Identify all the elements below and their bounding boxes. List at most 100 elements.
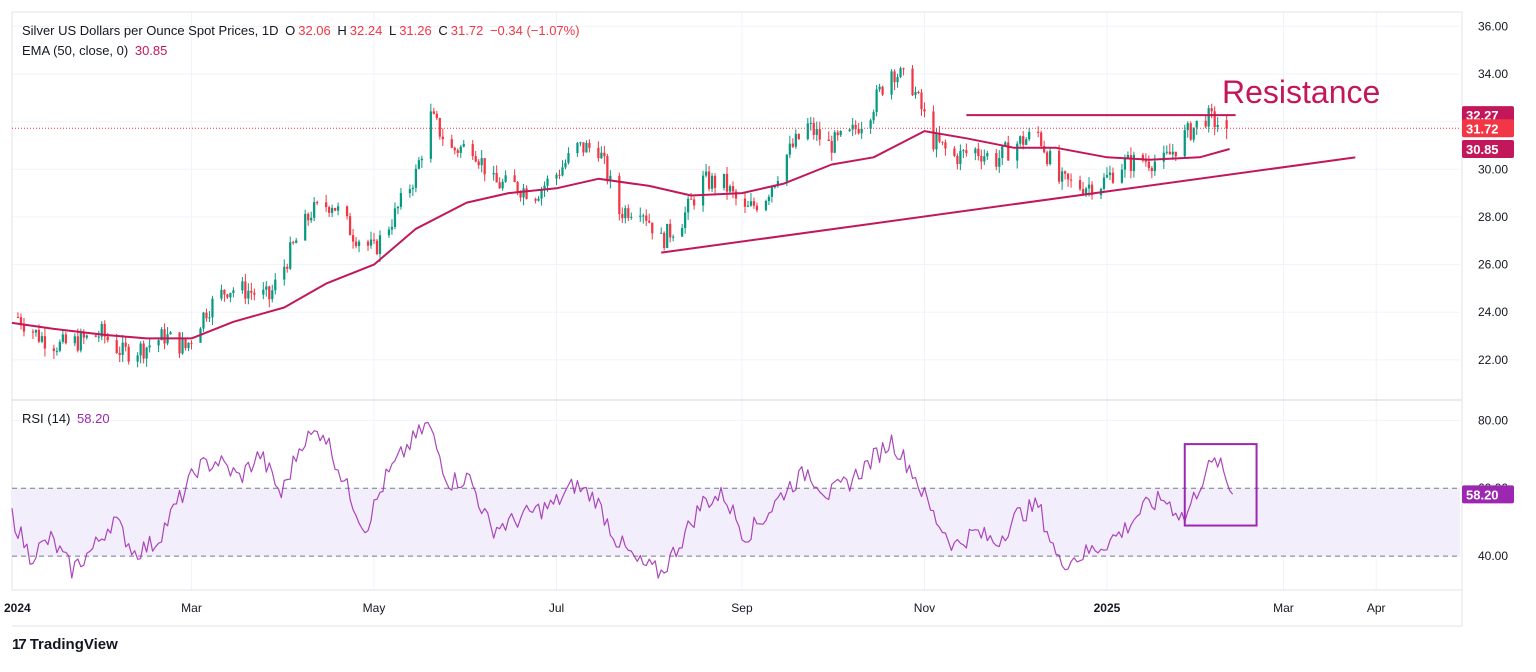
candle bbox=[304, 209, 307, 241]
candle bbox=[208, 311, 211, 322]
candle-body bbox=[307, 213, 310, 221]
candle-body bbox=[1060, 171, 1064, 182]
candle-body bbox=[1078, 180, 1082, 190]
candle bbox=[917, 90, 920, 95]
candle bbox=[806, 117, 809, 141]
candle-body bbox=[603, 152, 606, 157]
candle bbox=[567, 147, 570, 165]
candle-body bbox=[1120, 169, 1124, 183]
candle bbox=[232, 287, 235, 298]
candle-body bbox=[914, 91, 917, 96]
candle-body bbox=[537, 198, 540, 201]
candle bbox=[1022, 131, 1025, 150]
candle bbox=[19, 313, 23, 330]
candle bbox=[211, 295, 214, 326]
candle-body bbox=[1147, 161, 1150, 169]
price-tick-label-4: 30.00 bbox=[1478, 162, 1508, 176]
rsi-tick-label-0: 40.00 bbox=[1478, 549, 1508, 563]
candle-body bbox=[764, 200, 768, 211]
candle-body bbox=[576, 142, 579, 154]
tradingview-logo-icon: 17 bbox=[12, 636, 27, 653]
candle bbox=[351, 229, 355, 249]
candle bbox=[875, 84, 878, 117]
candle-body bbox=[169, 332, 172, 335]
candle-body bbox=[1087, 184, 1091, 189]
candle-body bbox=[19, 317, 23, 326]
candle-body bbox=[480, 158, 483, 166]
candle bbox=[34, 329, 38, 337]
change-value: −0.34 (−1.07%) bbox=[489, 23, 580, 38]
candle bbox=[767, 194, 771, 206]
candle bbox=[157, 339, 160, 353]
candle-body bbox=[325, 202, 328, 208]
candle bbox=[878, 83, 881, 92]
candle-body bbox=[839, 131, 842, 136]
candle-body bbox=[1019, 136, 1022, 144]
candle bbox=[1189, 121, 1192, 141]
candle bbox=[408, 184, 412, 198]
candle bbox=[124, 337, 127, 352]
candle-body bbox=[1150, 168, 1153, 172]
candle bbox=[713, 173, 717, 196]
candle-body bbox=[938, 133, 941, 142]
candle bbox=[848, 128, 851, 132]
candle bbox=[1120, 163, 1124, 184]
candle bbox=[710, 172, 714, 193]
candle-body bbox=[965, 150, 968, 154]
candle-body bbox=[543, 185, 546, 190]
candle-body bbox=[387, 229, 391, 236]
candle-body bbox=[902, 68, 905, 70]
candle-body bbox=[1132, 154, 1136, 171]
candle-body bbox=[100, 323, 103, 337]
candle bbox=[630, 212, 633, 220]
candle bbox=[555, 172, 558, 186]
candle bbox=[639, 207, 642, 223]
candle bbox=[73, 333, 76, 347]
candle-body bbox=[1001, 145, 1004, 158]
time-tick-label-8: Apr bbox=[1367, 601, 1386, 615]
candle bbox=[791, 138, 794, 148]
candle-body bbox=[1016, 143, 1019, 161]
time-tick-label-7: Mar bbox=[1273, 601, 1294, 615]
candle-body bbox=[725, 173, 729, 192]
candle-body bbox=[1037, 131, 1040, 133]
candle-body bbox=[262, 289, 265, 295]
candle bbox=[833, 130, 836, 154]
candle-body bbox=[881, 86, 884, 95]
candle-body bbox=[534, 198, 537, 201]
candle-body bbox=[64, 334, 67, 344]
candle bbox=[893, 69, 896, 91]
candle-body bbox=[333, 207, 337, 211]
candle bbox=[145, 346, 148, 367]
candle-body bbox=[223, 289, 226, 295]
candle bbox=[597, 141, 600, 162]
low-label: L bbox=[388, 23, 397, 38]
time-tick-label-1: Mar bbox=[181, 601, 202, 615]
candle bbox=[965, 143, 968, 157]
candle bbox=[387, 226, 391, 238]
candle-body bbox=[857, 129, 860, 134]
candle-body bbox=[441, 136, 444, 140]
candle-body bbox=[432, 111, 435, 114]
candle-body bbox=[690, 198, 693, 200]
candle bbox=[663, 231, 666, 251]
candle-body bbox=[313, 202, 316, 218]
brand[interactable]: 17 TradingView bbox=[12, 636, 118, 653]
candle bbox=[899, 66, 902, 79]
candle-body bbox=[115, 340, 118, 353]
candle bbox=[923, 102, 926, 118]
candle bbox=[504, 170, 507, 183]
candle-body bbox=[208, 317, 211, 319]
candle-body bbox=[1025, 139, 1028, 145]
candle bbox=[872, 109, 875, 124]
candle-body bbox=[1123, 158, 1127, 170]
candle bbox=[558, 169, 561, 180]
candle bbox=[64, 331, 67, 345]
candle-body bbox=[456, 150, 459, 153]
candle bbox=[1141, 152, 1144, 163]
candle-body bbox=[310, 217, 313, 221]
candle-body bbox=[58, 341, 61, 351]
candle-body bbox=[893, 71, 896, 83]
candle-body bbox=[178, 332, 181, 354]
